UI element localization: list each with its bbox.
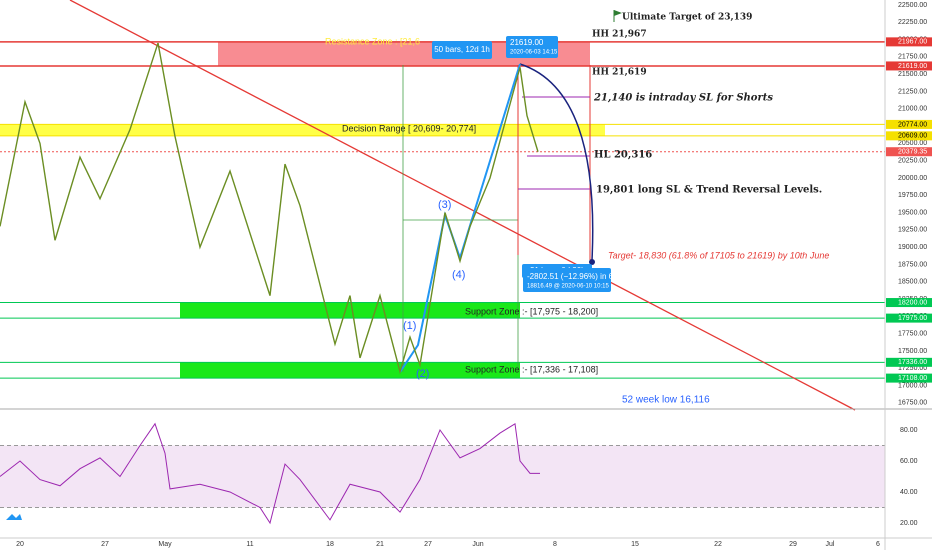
zone-label: Resistance Zone : [21,6 [325, 36, 420, 46]
info-text: -2802.51 (−12.96%) in 6d 20h [527, 272, 633, 281]
annotation: HL 20,316 [594, 150, 652, 161]
x-tick-label: Jul [826, 541, 835, 548]
info-text: 50 bars, 12d 1h [434, 45, 490, 54]
forecast-arc [519, 63, 594, 261]
x-tick-label: 6 [876, 541, 880, 548]
annotation: Ultimate Target of 23,139 [622, 13, 752, 23]
annotations: Ultimate Target of 23,139 HH 21,967 HH 2… [325, 13, 829, 406]
y-tick-label: 20250.00 [898, 158, 927, 165]
x-tick-label: 22 [714, 541, 722, 548]
info-text: 21619.00 [510, 38, 544, 47]
info-box [506, 36, 558, 58]
x-tick-label: May [158, 541, 172, 548]
wave-label: (1) [403, 320, 416, 332]
wave-label: (4) [452, 269, 465, 281]
annotation: 52 week low 16,116 [622, 395, 710, 406]
y-tick-label: 17250.00 [898, 365, 927, 372]
level-label: 20379.35 [898, 149, 927, 156]
info-box [432, 41, 492, 59]
x-tick-label: 27 [101, 541, 109, 548]
y-tick-label: 20500.00 [898, 140, 927, 147]
logo [6, 514, 22, 520]
x-tick-label: 27 [424, 541, 432, 548]
rsi-line [0, 422, 540, 525]
level-tag [886, 61, 932, 71]
annotation: Target- 18,830 (61.8% of 17105 to 21619)… [608, 250, 829, 260]
level-label: 21967.00 [898, 39, 927, 46]
trend-line [69, 0, 856, 411]
price-line [0, 42, 539, 375]
zone [0, 124, 605, 136]
y-tick-label: 17000.00 [898, 382, 927, 389]
rsi-band [0, 445, 885, 508]
rsi-tick-label: 80.00 [900, 427, 918, 434]
info-box [523, 268, 611, 292]
level-label: 17336.00 [898, 359, 927, 366]
y-tick-label: 18750.00 [898, 261, 927, 268]
x-tick-label: Jun [472, 541, 483, 548]
flag [614, 10, 622, 16]
series [0, 42, 540, 525]
zone-label: Support Zone :- [17,975 - 18,200] [465, 306, 598, 316]
zone [180, 302, 520, 319]
level-label: 21619.00 [898, 63, 927, 70]
x-tick-label: 18 [326, 541, 334, 548]
rsi-tick-label: 40.00 [900, 489, 918, 496]
info-text: 18816.49 @ 2020-06-10 10:15 [527, 284, 609, 290]
level-tag [886, 373, 932, 383]
annotation: HH 21,967 [592, 30, 647, 40]
y-tick-label: 21000.00 [898, 106, 927, 113]
y-tick-label: 19000.00 [898, 244, 927, 251]
level-tag [886, 147, 932, 157]
drawings [69, 0, 856, 411]
y-tick-label: 18500.00 [898, 279, 927, 286]
wave-label: (3) [438, 199, 451, 211]
y-tick-label: 22500.00 [898, 2, 927, 9]
info-text: 2020-06-03 14:15 [510, 50, 558, 56]
level-label: 18200.00 [898, 299, 927, 306]
x-tick-label: 29 [789, 541, 797, 548]
zone-label: Support Zone :- [17,336 - 17,108] [465, 364, 598, 374]
x-tick-label: 11 [246, 541, 253, 548]
rsi-tick-label: 60.00 [900, 458, 918, 465]
y-tick-label: 19250.00 [898, 227, 927, 234]
x-tick-label: 15 [631, 541, 639, 548]
zone-label: Decision Range [ 20,609- 20,774] [342, 123, 476, 133]
y-tick-label: 20000.00 [898, 175, 927, 182]
level-label: 17108.00 [898, 375, 927, 382]
level-label: 20774.00 [898, 121, 927, 128]
x-tick-label: 20 [16, 541, 24, 548]
level-tag [886, 357, 932, 367]
annotation: 21,140 is intraday SL for Shorts [593, 93, 773, 104]
y-tick-label: 22250.00 [898, 19, 927, 26]
level-tag [886, 131, 932, 141]
forecast-point [589, 259, 595, 265]
y-tick-label: 17750.00 [898, 331, 927, 338]
y-tick-label: 21750.00 [898, 54, 927, 61]
x-tick-label: 8 [553, 541, 557, 548]
level-tag [886, 313, 932, 323]
zone [180, 362, 520, 379]
level-tag [886, 119, 932, 129]
y-tick-label: 21250.00 [898, 88, 927, 95]
y-tick-label: 19750.00 [898, 192, 927, 199]
y-tick-label: 16750.00 [898, 400, 927, 407]
level-label: 20609.00 [898, 133, 927, 140]
y-tick-label: 19500.00 [898, 209, 927, 216]
annotation: HH 21,619 [592, 68, 647, 78]
level-tag [886, 298, 932, 308]
annotation: 19,801 long SL & Trend Reversal Levels. [596, 185, 822, 196]
rsi-tick-label: 20.00 [900, 520, 918, 527]
x-tick-label: 21 [376, 541, 384, 548]
y-tick-label: 17500.00 [898, 348, 927, 355]
y-tick-label: 21500.00 [898, 71, 927, 78]
level-tag [886, 37, 932, 47]
axes: 16750.00 17000.00 17250.00 17500.00 17750.00… [16, 2, 932, 548]
level-label: 17975.00 [898, 315, 927, 322]
wave-label: (2) [416, 368, 429, 380]
